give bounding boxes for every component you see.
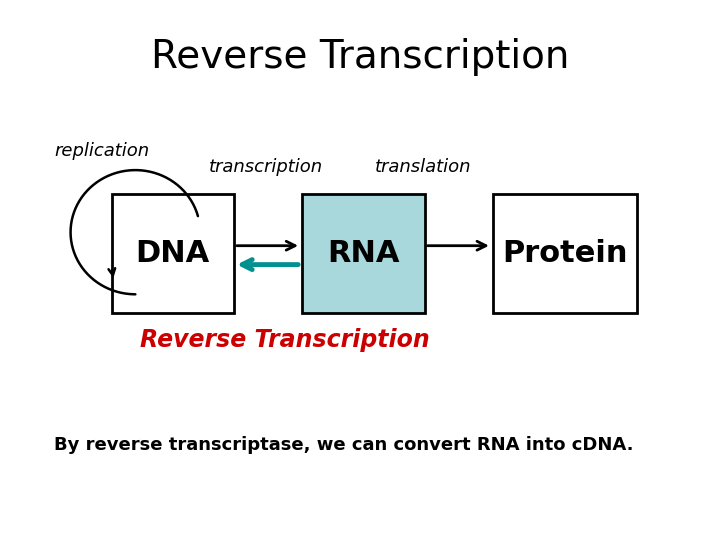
Text: Reverse Transcription: Reverse Transcription bbox=[150, 38, 570, 76]
Text: RNA: RNA bbox=[328, 239, 400, 268]
Text: transcription: transcription bbox=[210, 158, 323, 177]
Text: DNA: DNA bbox=[135, 239, 210, 268]
FancyBboxPatch shape bbox=[493, 194, 637, 313]
Text: replication: replication bbox=[54, 142, 149, 160]
Text: Reverse Transcription: Reverse Transcription bbox=[140, 328, 430, 352]
Text: Protein: Protein bbox=[503, 239, 628, 268]
Text: By reverse transcriptase, we can convert RNA into cDNA.: By reverse transcriptase, we can convert… bbox=[54, 436, 634, 455]
FancyBboxPatch shape bbox=[112, 194, 234, 313]
FancyBboxPatch shape bbox=[302, 194, 425, 313]
Text: translation: translation bbox=[375, 158, 472, 177]
